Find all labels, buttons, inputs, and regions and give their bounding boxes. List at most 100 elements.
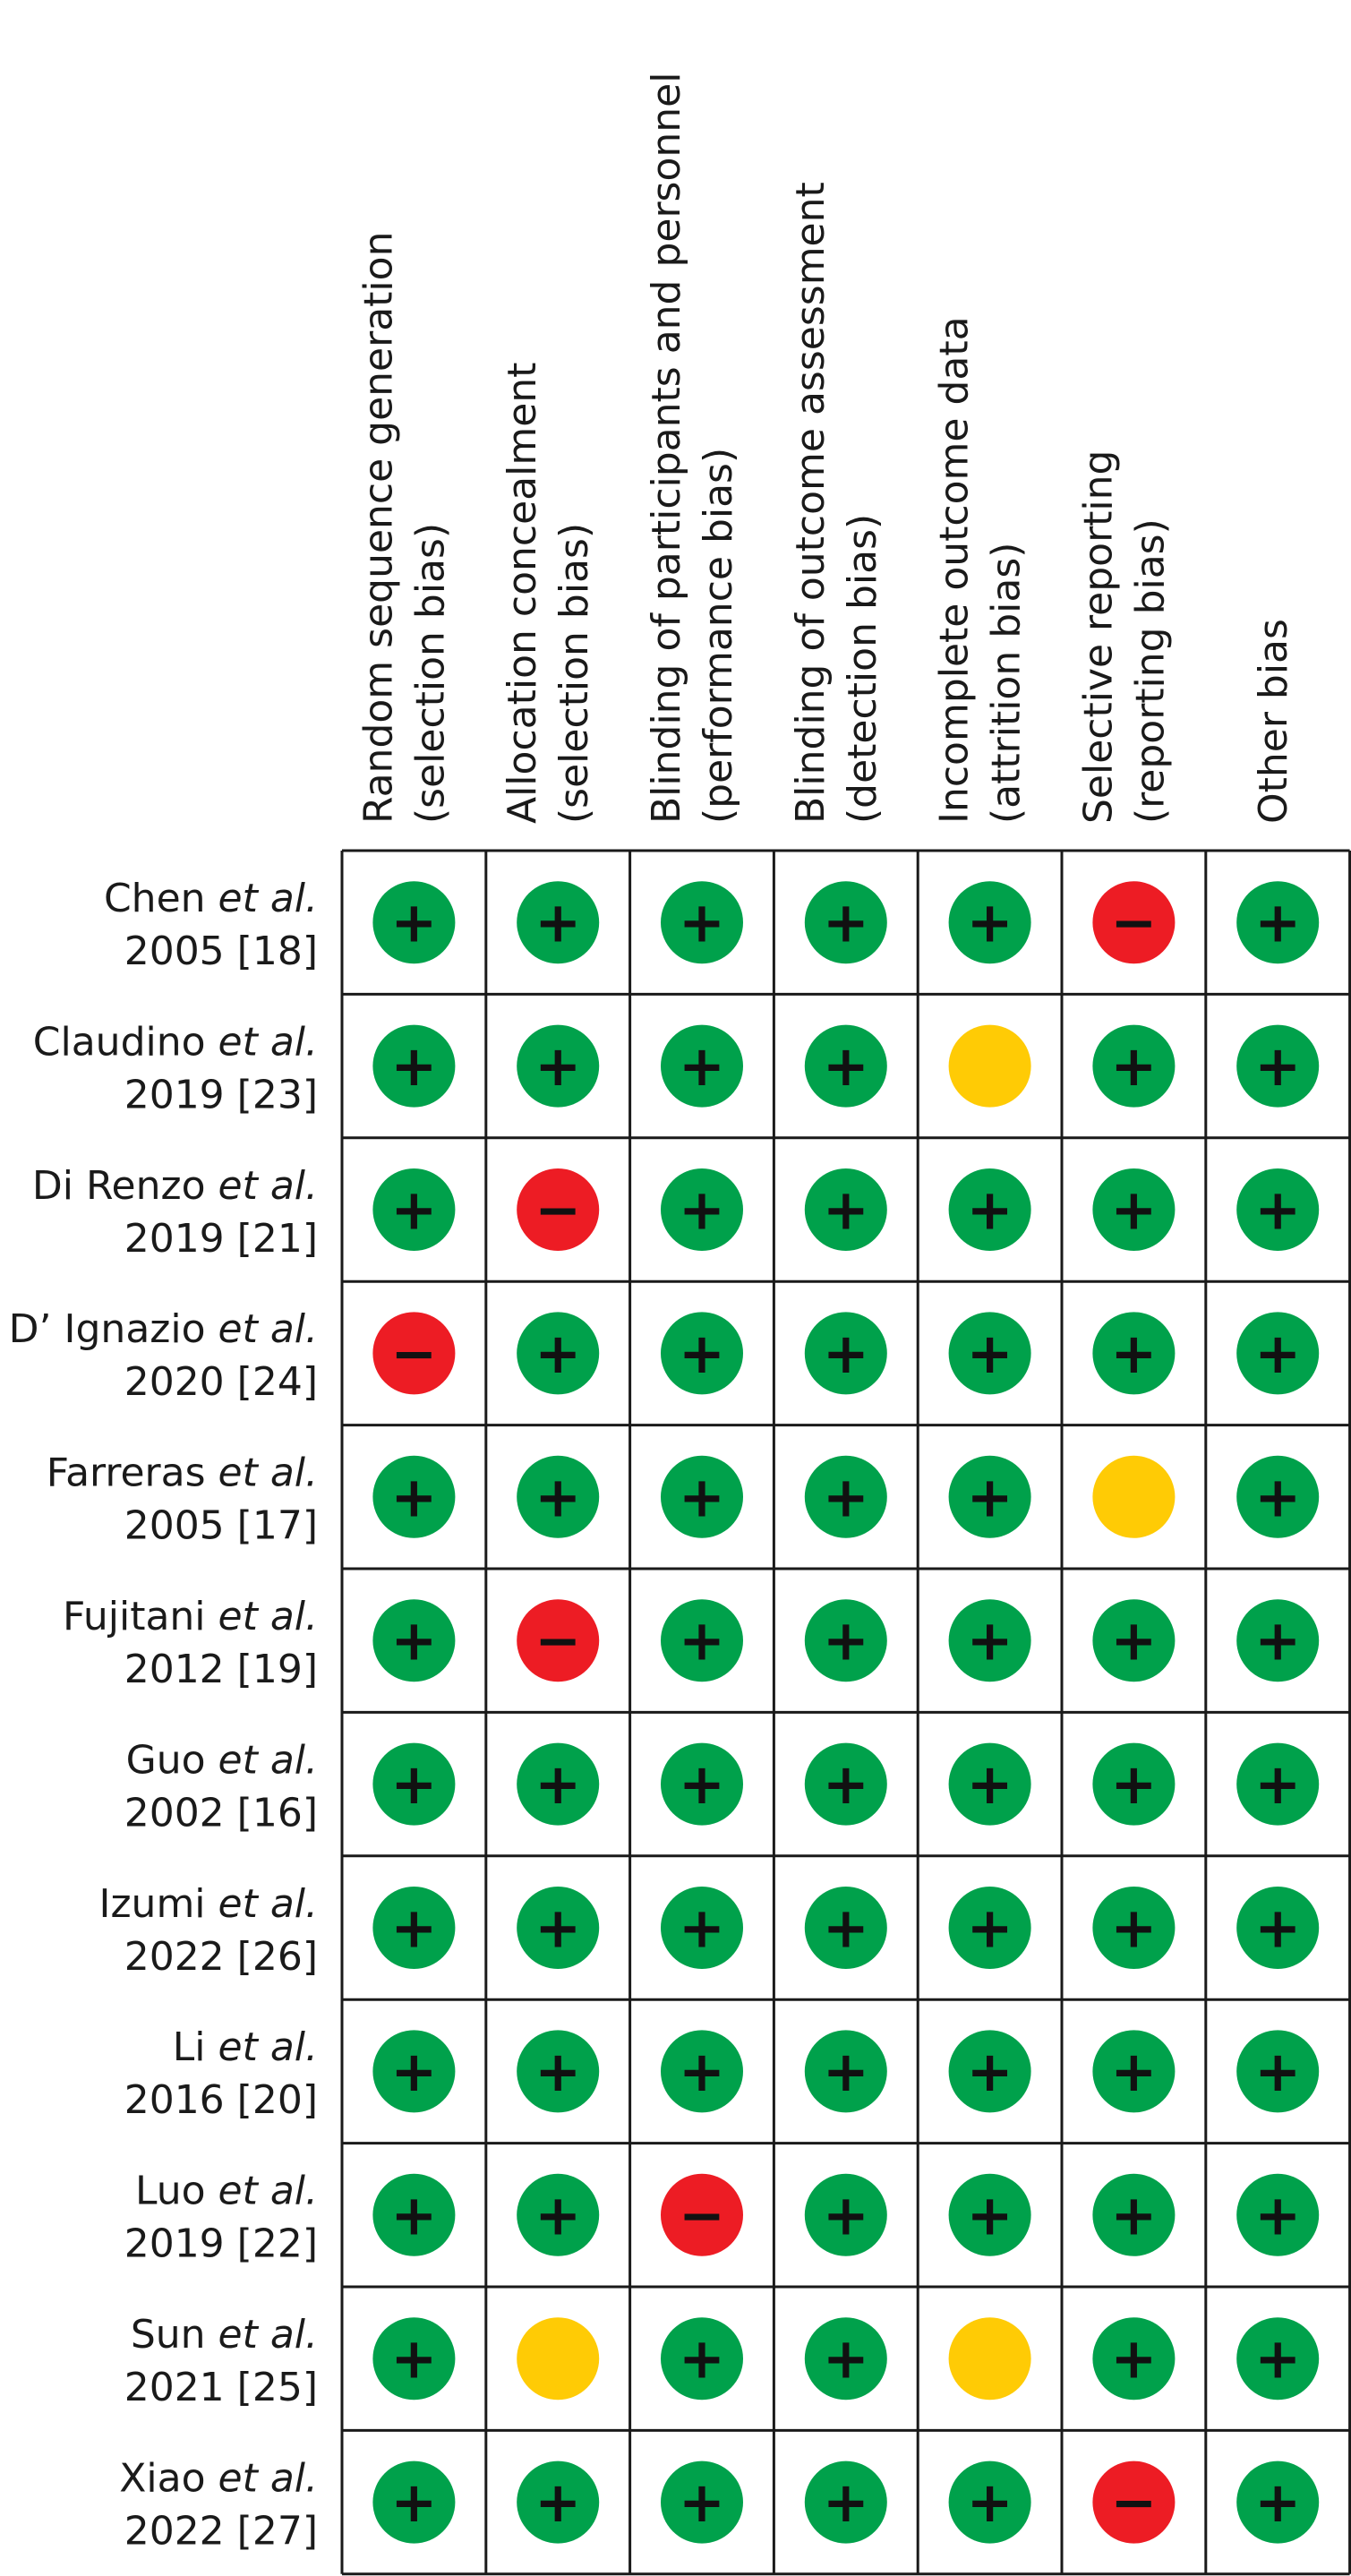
rating-low-symbol: + xyxy=(390,2182,437,2247)
rating-low-circle xyxy=(804,1742,887,1826)
rating-low-symbol: + xyxy=(679,1177,725,1243)
rating-high-symbol: − xyxy=(679,2182,725,2247)
author-name: Di Renzo xyxy=(32,1163,218,1209)
rating-low-circle xyxy=(661,881,743,964)
rating-low-symbol: + xyxy=(1254,1033,1301,1099)
rating-low-circle xyxy=(661,1024,743,1108)
rating-low-symbol: + xyxy=(534,2469,581,2535)
rating-low-circle xyxy=(517,1455,600,1538)
row-label-reference: 2012 [19] xyxy=(124,1647,318,1692)
et-al: et al. xyxy=(218,1881,318,1927)
et-al: et al. xyxy=(218,1451,318,1496)
rating-unclear-circle xyxy=(1092,1455,1176,1538)
rating-low-symbol: + xyxy=(390,1033,437,1099)
author-name: Fujitani xyxy=(63,1594,218,1639)
row-label-author: Chen et al. xyxy=(104,876,318,921)
rating-low-symbol: + xyxy=(1254,2039,1301,2104)
row-label-author: Claudino et al. xyxy=(33,1019,318,1065)
rating-low-circle xyxy=(1236,1312,1320,1395)
rating-low-circle xyxy=(372,2460,456,2544)
rating-low-circle xyxy=(804,1168,887,1251)
rating-low-circle xyxy=(661,1599,743,1682)
rating-low-symbol: + xyxy=(823,1177,869,1243)
rating-low-circle xyxy=(804,1312,887,1395)
et-al: et al. xyxy=(218,2024,318,2070)
rating-low-symbol: + xyxy=(1254,890,1301,955)
column-label: (detection bias) xyxy=(840,514,885,824)
rating-high-symbol: − xyxy=(534,1608,581,1673)
rating-low-symbol: + xyxy=(390,2039,437,2104)
rating-low-symbol: + xyxy=(390,2326,437,2392)
row-label-author: Izumi et al. xyxy=(98,1881,318,1927)
rating-low-symbol: + xyxy=(823,1896,869,1961)
rating-low-circle xyxy=(661,1887,743,1969)
rating-low-circle xyxy=(804,1887,887,1969)
rating-low-symbol: + xyxy=(679,890,725,955)
rating-low-symbol: + xyxy=(1110,1177,1157,1243)
rating-low-circle xyxy=(804,1024,887,1108)
rating-low-symbol: + xyxy=(823,2469,869,2535)
rating-low-symbol: + xyxy=(1110,1033,1157,1099)
rating-low-circle xyxy=(517,1742,600,1826)
rating-low-symbol: + xyxy=(679,2469,725,2535)
rating-low-circle xyxy=(372,2173,456,2256)
rating-low-circle xyxy=(948,2030,1031,2113)
row-label-reference: 2016 [20] xyxy=(124,2077,318,2123)
rating-low-symbol: + xyxy=(534,1033,581,1099)
rating-low-circle xyxy=(517,1887,600,1969)
row-label-author: D’ Ignazio et al. xyxy=(9,1306,318,1352)
column-label: Selective reporting xyxy=(1075,450,1121,824)
rating-low-circle xyxy=(1092,1024,1176,1108)
row-label-reference: 2022 [26] xyxy=(124,1934,318,1980)
rating-low-symbol: + xyxy=(1254,1608,1301,1673)
rating-low-symbol: + xyxy=(1254,2326,1301,2392)
rating-low-circle xyxy=(1236,881,1320,964)
rating-low-symbol: + xyxy=(823,2039,869,2104)
rating-low-circle xyxy=(948,1742,1031,1826)
row-label-reference: 2022 [27] xyxy=(124,2508,318,2554)
rating-low-symbol: + xyxy=(1110,1608,1157,1673)
rating-low-symbol: + xyxy=(679,1321,725,1386)
rating-low-symbol: + xyxy=(967,1751,1013,1817)
rating-low-circle xyxy=(661,1168,743,1251)
rating-low-symbol: + xyxy=(823,1751,869,1817)
rating-low-symbol: + xyxy=(1254,1177,1301,1243)
row-label-reference: 2002 [16] xyxy=(124,1790,318,1836)
rating-low-circle xyxy=(804,881,887,964)
rating-low-symbol: + xyxy=(534,890,581,955)
author-name: Farreras xyxy=(47,1451,218,1496)
author-name: Izumi xyxy=(98,1881,218,1927)
et-al: et al. xyxy=(218,1163,318,1209)
rating-low-symbol: + xyxy=(390,1177,437,1243)
rating-low-circle xyxy=(948,881,1031,964)
rating-low-symbol: + xyxy=(1254,1464,1301,1529)
column-label: Random sequence generation xyxy=(355,232,401,824)
et-al: et al. xyxy=(218,1594,318,1639)
column-label: Other bias xyxy=(1251,619,1296,824)
rating-low-circle xyxy=(372,1599,456,1682)
grid xyxy=(340,849,1351,2576)
rating-low-circle xyxy=(1236,2317,1320,2401)
rating-low-symbol: + xyxy=(679,1033,725,1099)
rating-low-circle xyxy=(372,1742,456,1826)
rating-low-symbol: + xyxy=(1110,2326,1157,2392)
column-label: (attrition bias) xyxy=(984,543,1030,824)
row-label-author: Fujitani et al. xyxy=(63,1594,318,1639)
rating-low-symbol: + xyxy=(679,2039,725,2104)
row-label-author: Luo et al. xyxy=(135,2169,318,2214)
rating-low-symbol: + xyxy=(823,2182,869,2247)
rating-low-symbol: + xyxy=(390,2469,437,2535)
rating-low-circle xyxy=(1236,1599,1320,1682)
author-name: Sun xyxy=(131,2312,218,2358)
rating-low-symbol: + xyxy=(1254,1896,1301,1961)
rating-low-circle xyxy=(372,1455,456,1538)
row-label-author: Li et al. xyxy=(173,2024,318,2070)
row-label-reference: 2019 [23] xyxy=(124,1072,318,1117)
rating-low-circle xyxy=(1092,2030,1176,2113)
rating-low-symbol: + xyxy=(1110,1751,1157,1817)
column-labels: Random sequence generation (selection bia… xyxy=(355,73,1296,824)
rating-low-symbol: + xyxy=(823,1608,869,1673)
rating-low-circle xyxy=(1236,2460,1320,2544)
rating-low-symbol: + xyxy=(823,1033,869,1099)
